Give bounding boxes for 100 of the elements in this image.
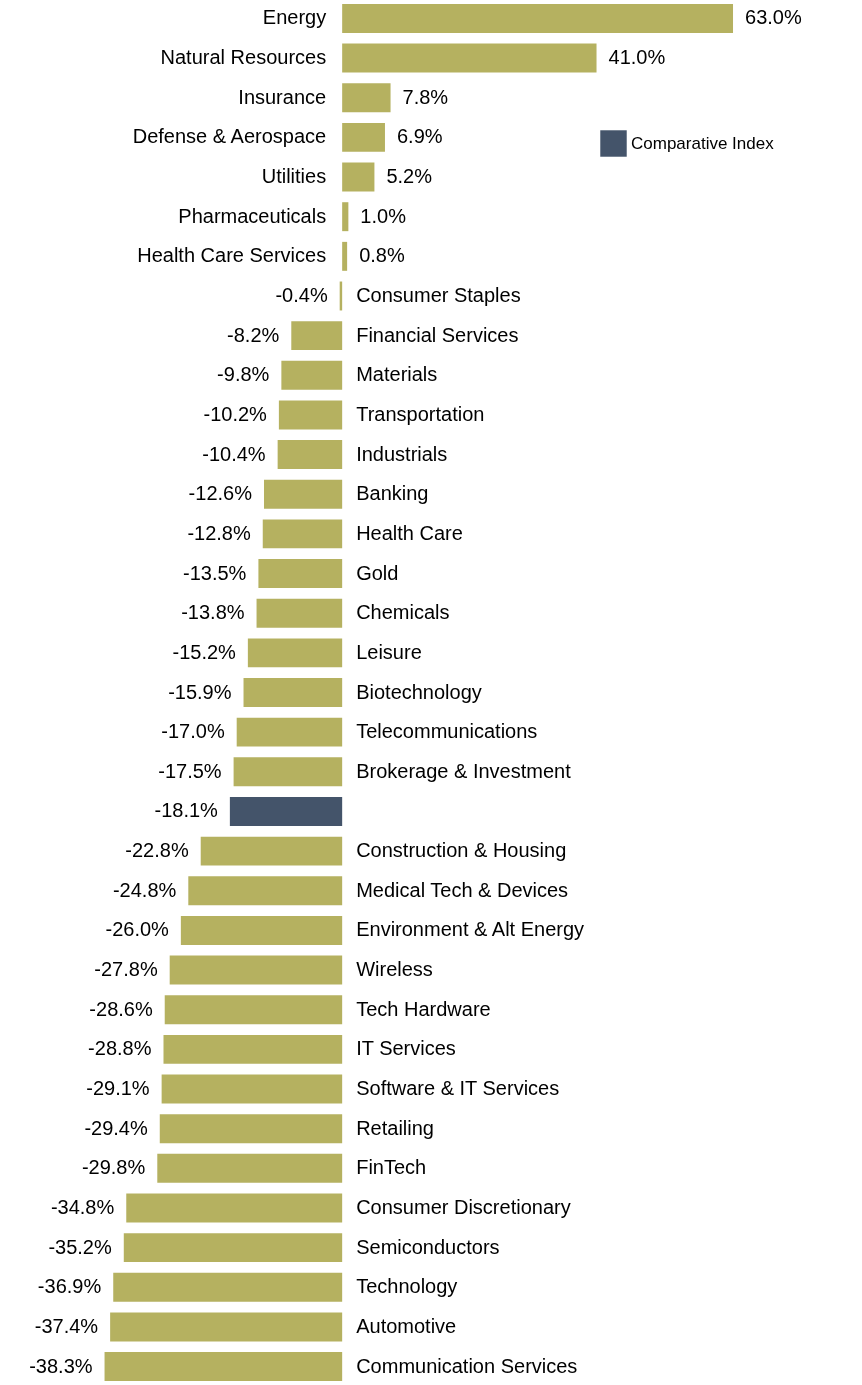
data-label: -8.2%	[227, 323, 280, 346]
bar	[163, 1034, 343, 1064]
data-label: -18.1%	[154, 799, 219, 822]
data-label: 7.8%	[402, 85, 449, 108]
y-tick-label: Financial Services	[356, 323, 519, 346]
data-label: -10.2%	[203, 402, 268, 425]
data-label: -34.8%	[50, 1195, 115, 1218]
y-tick-label: Banking	[356, 482, 429, 505]
y-tick-label: Wireless	[356, 958, 433, 981]
bar	[342, 83, 391, 113]
bar	[164, 995, 343, 1025]
y-tick-label: FinTech	[356, 1156, 427, 1179]
data-label: -29.1%	[86, 1077, 150, 1100]
bar	[200, 836, 343, 866]
bar	[262, 519, 343, 549]
y-tick-label: Construction & Housing	[356, 839, 567, 862]
y-tick-label: Consumer Staples	[356, 283, 521, 306]
bar	[236, 717, 343, 747]
y-tick-label: Medical Tech & Devices	[356, 878, 569, 901]
data-label: -37.4%	[34, 1314, 99, 1337]
bar	[113, 1272, 343, 1302]
bar	[277, 440, 343, 470]
bar	[159, 1114, 343, 1144]
y-tick-label: Leisure	[356, 640, 422, 663]
bar	[123, 1233, 343, 1263]
y-tick-label: Tech Hardware	[356, 997, 491, 1020]
y-tick-label: Health Care	[356, 521, 463, 544]
y-tick-label: Automotive	[356, 1314, 457, 1337]
bar	[278, 400, 343, 430]
bar	[243, 678, 343, 707]
y-tick-label: Communication Services	[356, 1354, 578, 1377]
y-tick-label: Natural Resources	[160, 46, 327, 69]
data-label: -22.8%	[125, 839, 189, 862]
y-tick-label: Industrials	[356, 442, 448, 465]
bar	[110, 1312, 343, 1342]
data-label: 0.8%	[359, 244, 405, 267]
legend-label: Comparative Index	[631, 133, 775, 153]
y-tick-label: Technology	[356, 1275, 458, 1298]
bar	[157, 1153, 343, 1183]
data-label: -15.2%	[172, 640, 237, 663]
data-label: -12.8%	[187, 521, 251, 544]
data-label: -28.8%	[88, 1037, 152, 1060]
data-label: -35.2%	[48, 1235, 112, 1258]
data-label: -28.6%	[89, 997, 153, 1020]
y-tick-label: Software & IT Services	[356, 1077, 560, 1100]
y-tick-label: Defense & Aerospace	[132, 125, 327, 148]
y-tick-label: IT Services	[356, 1037, 456, 1060]
y-tick-label: Telecommunications	[356, 720, 538, 743]
bar	[342, 43, 597, 73]
y-tick-label: Materials	[356, 363, 438, 386]
y-tick-label: Brokerage & Investment	[356, 759, 572, 782]
data-label: -15.9%	[168, 680, 232, 703]
bar	[180, 915, 343, 945]
data-label: 5.2%	[386, 165, 433, 188]
bar	[342, 202, 349, 232]
data-label: 63.0%	[745, 6, 802, 29]
y-tick-label: Transportation	[356, 402, 485, 425]
bar	[263, 479, 343, 509]
bar	[342, 162, 375, 192]
y-tick-label: Chemicals	[356, 601, 450, 624]
data-label: -26.0%	[105, 918, 170, 941]
data-label: -38.3%	[29, 1354, 93, 1377]
data-label: -29.4%	[84, 1116, 148, 1139]
y-tick-label: Consumer Discretionary	[356, 1195, 571, 1218]
y-tick-label: Insurance	[238, 85, 327, 108]
data-label: -29.8%	[81, 1156, 146, 1179]
bar	[258, 559, 343, 589]
data-label: 1.0%	[360, 204, 407, 227]
bar	[247, 638, 343, 668]
bar	[342, 3, 734, 33]
bar	[233, 757, 343, 787]
data-label: -0.4%	[275, 283, 328, 306]
bar	[342, 241, 348, 271]
bar	[104, 1352, 343, 1382]
bar	[169, 955, 343, 985]
data-label: -10.4%	[202, 442, 266, 465]
data-label: -12.6%	[188, 482, 253, 505]
data-label: -17.5%	[158, 759, 222, 782]
bar	[281, 360, 343, 390]
y-tick-label: Environment & Alt Energy	[356, 918, 585, 941]
y-tick-label: Biotechnology	[356, 680, 482, 703]
y-tick-label: Retailing	[356, 1116, 434, 1139]
data-label: -13.5%	[183, 561, 247, 584]
data-label: 6.9%	[396, 125, 443, 148]
y-tick-label: Health Care Services	[137, 244, 327, 267]
bar	[256, 598, 343, 628]
bar	[342, 122, 385, 152]
data-label: -9.8%	[217, 363, 270, 386]
bar	[188, 876, 343, 906]
bar	[291, 321, 343, 351]
data-label: -13.8%	[181, 601, 245, 624]
data-label: -17.0%	[161, 720, 225, 743]
y-tick-label: Semiconductors	[356, 1235, 500, 1258]
y-tick-label: Energy	[262, 6, 327, 29]
bar	[126, 1193, 343, 1223]
data-label: -27.8%	[94, 958, 158, 981]
y-tick-label: Pharmaceuticals	[178, 204, 327, 227]
bar	[161, 1074, 343, 1104]
data-label: 41.0%	[608, 46, 666, 69]
data-label: -24.8%	[112, 878, 177, 901]
